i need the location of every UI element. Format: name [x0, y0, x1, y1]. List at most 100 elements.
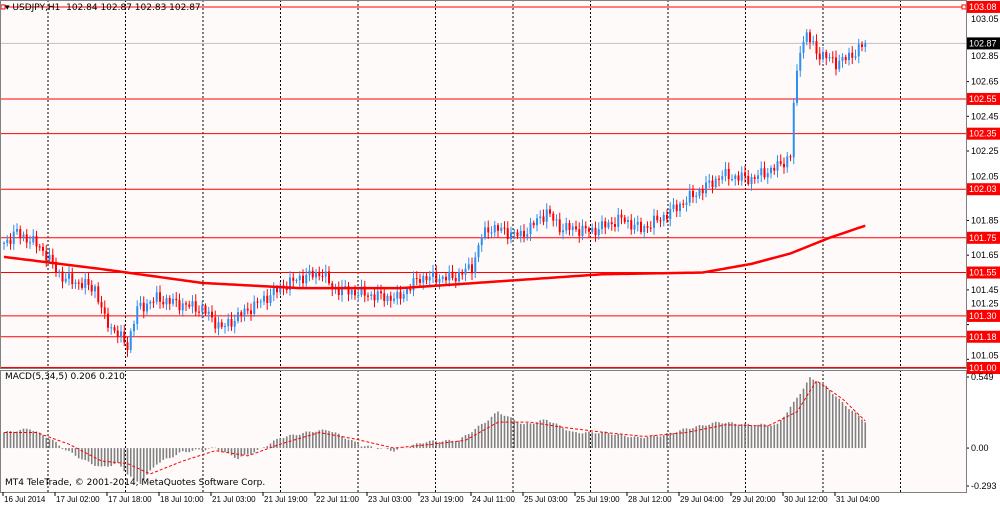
price-tick-label: 102.05: [971, 172, 999, 182]
candle-body: [526, 234, 529, 237]
level-price-tag: [967, 0, 1000, 13]
candle: [493, 220, 496, 237]
candle-body: [763, 168, 766, 178]
candle: [129, 328, 132, 354]
candle: [279, 281, 282, 296]
candle-body: [841, 57, 844, 61]
candle-body: [597, 229, 600, 236]
candle: [110, 323, 113, 335]
candle: [350, 287, 353, 300]
candle-body: [617, 214, 620, 227]
candle-body: [451, 271, 454, 278]
candle: [636, 215, 639, 232]
candle: [526, 227, 529, 241]
time-label: 21 Jul 03:00: [212, 495, 256, 504]
candle-body: [272, 287, 275, 296]
candle: [315, 269, 317, 285]
candle-body: [575, 226, 577, 230]
candle: [617, 207, 620, 232]
candle: [523, 224, 525, 243]
candle-body: [9, 239, 12, 244]
level-price-label: 101.18: [969, 332, 997, 342]
level-price-label: 102.35: [969, 129, 997, 139]
candle-body: [279, 285, 282, 293]
candle: [695, 191, 698, 204]
candle-body: [211, 311, 213, 318]
candle: [224, 322, 226, 334]
candle: [630, 214, 633, 235]
candle-body: [825, 51, 828, 59]
level-price-tag: [967, 231, 1000, 244]
candle: [246, 302, 249, 315]
candle: [487, 220, 490, 239]
candle-body: [646, 226, 649, 228]
candle-body: [513, 232, 516, 234]
candle: [545, 203, 548, 229]
candle: [389, 291, 392, 308]
candle: [61, 266, 64, 289]
candle: [81, 277, 83, 290]
level-anchor-handle[interactable]: [961, 4, 967, 10]
candle-body: [266, 295, 269, 303]
candle: [708, 173, 711, 189]
candle-body: [744, 172, 746, 176]
candle: [529, 217, 532, 242]
candle-body: [363, 286, 366, 296]
candle-body: [29, 242, 31, 244]
candle-body: [406, 288, 408, 295]
candle-body: [198, 311, 200, 313]
candle-body: [233, 320, 236, 327]
candle: [181, 298, 184, 316]
candle: [435, 265, 438, 286]
candle: [458, 268, 460, 286]
candle: [701, 184, 704, 201]
level-price-tag: [967, 127, 1000, 140]
time-label: 22 Jul 11:00: [316, 495, 360, 504]
candle-body: [370, 294, 373, 296]
price-tick-label: 101.65: [971, 250, 999, 260]
candle-body: [441, 276, 444, 279]
level-price-label: 101.55: [969, 268, 997, 278]
candle-body: [714, 178, 717, 188]
candle: [666, 209, 668, 223]
level-price-label: 102.03: [969, 184, 997, 194]
candle-body: [594, 227, 597, 236]
candle: [68, 266, 70, 286]
candle-body: [321, 276, 324, 278]
candle-body: [838, 60, 841, 70]
price-tick-label: 101.85: [971, 215, 999, 225]
candle: [32, 229, 35, 245]
candle-body: [16, 229, 18, 232]
candle: [640, 217, 642, 235]
candle-body: [295, 280, 298, 282]
candle-body: [493, 225, 496, 233]
candle-body: [809, 32, 811, 43]
candle-body: [812, 41, 815, 43]
candle: [549, 205, 551, 218]
candle-body: [292, 277, 295, 281]
candle: [185, 300, 187, 312]
candle-body: [120, 331, 122, 337]
candle-body: [740, 172, 743, 181]
candle-body: [653, 215, 655, 228]
candle-body: [285, 288, 288, 290]
candle: [497, 223, 499, 238]
level-price-label: 101.00: [969, 363, 997, 373]
candle-body: [94, 286, 96, 292]
candle-body: [503, 227, 506, 229]
candle-body: [87, 278, 90, 285]
candle: [575, 220, 577, 232]
candle-body: [815, 41, 818, 54]
candle-body: [315, 271, 317, 278]
candle-body: [194, 301, 197, 312]
candle: [627, 216, 629, 229]
candle: [204, 303, 207, 316]
candle-body: [555, 219, 558, 221]
candle: [142, 296, 145, 319]
candle: [659, 217, 662, 228]
candle-body: [393, 298, 395, 301]
candle-body: [142, 302, 145, 312]
candle-body: [207, 311, 210, 314]
candle: [864, 40, 867, 53]
